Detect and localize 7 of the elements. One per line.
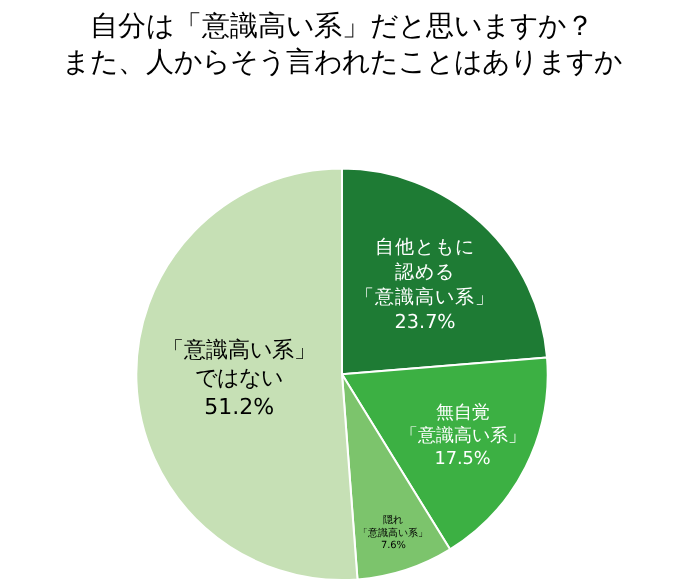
chart-title: 自分は「意識高い系」だと思いますか？また、人からそう言われたことはありますか (62, 11, 622, 80)
slice-label: 無自覚「意識高い系」 (399, 401, 526, 447)
data-label: 51.2% (204, 393, 275, 420)
data-label: 23.7% (394, 311, 456, 334)
slice-label: 自他ともに認める「意識高い系」 (355, 234, 496, 309)
data-label: 17.5% (434, 449, 491, 470)
slice-label: 「意識高い系」ではない (162, 336, 317, 392)
